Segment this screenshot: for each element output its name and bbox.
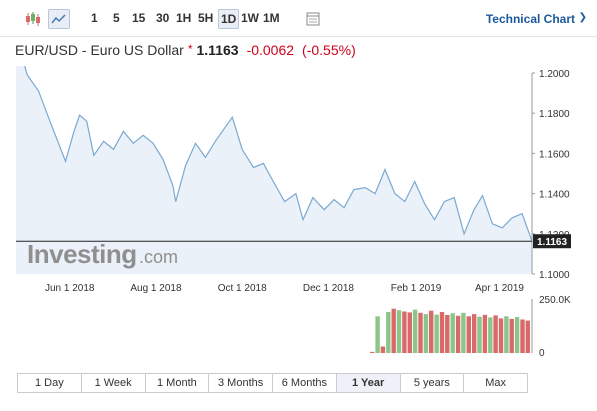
volume-bar (391, 308, 396, 353)
x-tick-label: Dec 1 2018 (303, 283, 355, 294)
volume-bar (461, 312, 466, 353)
candlestick-icon[interactable] (22, 9, 44, 29)
last-price-tag (533, 234, 571, 249)
area-chart-icon[interactable] (48, 9, 70, 29)
timeframe-1d[interactable]: 1D (218, 9, 240, 29)
range-1-week[interactable]: 1 Week (82, 374, 146, 392)
volume-bar (423, 314, 429, 353)
price-change: -0.0062 (246, 42, 295, 58)
volume-bar (472, 314, 477, 353)
x-tick-label: Aug 1 2018 (130, 283, 182, 294)
instrument-name: EUR/USD - Euro US Dollar (15, 42, 184, 58)
volume-bar (514, 317, 520, 353)
volume-bar (498, 318, 504, 353)
price-change-percent: (-0.55%) (302, 42, 356, 58)
volume-bar (407, 312, 412, 353)
x-tick-label: Jun 1 2018 (45, 283, 95, 294)
timeframe-1[interactable]: 1 (91, 11, 98, 25)
range-max[interactable]: Max (485, 377, 507, 389)
volume-bar (482, 314, 488, 353)
y-tick-label: 1.1400 (539, 190, 570, 201)
volume-bar (509, 318, 514, 353)
volume-bar (380, 346, 386, 353)
price-chart: Investing .com 1.2000 1.1800 1.1600 1.1400 1… (16, 66, 571, 359)
volume-bar (434, 314, 439, 353)
volume-bar (429, 310, 434, 353)
volume-bar (520, 319, 525, 353)
volume-bar (386, 312, 391, 353)
y-tick-label: 1.1800 (539, 109, 570, 120)
volume-bar (418, 312, 423, 353)
volume-zero-label: 0 (539, 348, 545, 359)
range-5-years[interactable]: 5 years (401, 374, 465, 392)
volume-bar (493, 315, 498, 353)
range-1-year[interactable]: 1 Year (336, 374, 401, 392)
x-tick-label: Oct 1 2018 (218, 283, 267, 294)
x-tick-label: Apr 1 2019 (475, 283, 524, 294)
investing-watermark: Investing .com (27, 239, 178, 269)
chart-toolbar: 1 5 15 30 1H 5H 1D 1W 1M Technical Chart… (0, 0, 597, 37)
watermark-suffix: .com (139, 247, 178, 267)
range-selector: 1 Day 1 Week 1 Month 3 Months 6 Months 1… (17, 373, 528, 393)
y-tick-label: 1.1600 (539, 149, 570, 160)
delayed-marker: * (187, 42, 193, 56)
volume-bar (455, 315, 461, 353)
volume-bar (488, 317, 493, 353)
timeframe-1m[interactable]: 1M (263, 11, 280, 25)
timeframe-30[interactable]: 30 (156, 11, 170, 25)
volume-max-label: 250.0K (539, 295, 571, 306)
volume-bar (402, 311, 407, 353)
price-line (24, 66, 533, 242)
volume-bar (445, 315, 450, 353)
x-tick-label: Feb 1 2019 (391, 283, 442, 294)
volume-bar (375, 316, 380, 353)
volume-bar (466, 316, 471, 353)
volume-bar (477, 316, 482, 353)
volume-bar (439, 312, 445, 353)
chevron-right-icon[interactable]: ❯ (578, 12, 587, 23)
watermark-brand: Investing (27, 239, 137, 269)
last-price: 1.1163 (196, 42, 239, 58)
volume-bar (396, 310, 402, 353)
timeframe-5h[interactable]: 5H (198, 11, 214, 25)
timeframe-1h[interactable]: 1H (176, 11, 192, 25)
table-icon[interactable] (302, 9, 324, 29)
technical-chart-link[interactable]: Technical Chart (485, 12, 575, 26)
volume-bar (450, 313, 455, 353)
price-area (16, 66, 532, 274)
volume-bar (370, 351, 375, 353)
timeframe-5[interactable]: 5 (113, 11, 120, 25)
y-tick-label: 1.2000 (539, 69, 570, 80)
volume-bar (525, 320, 530, 353)
y-tick-label: 1.1000 (539, 270, 570, 281)
timeframe-1w[interactable]: 1W (241, 11, 259, 25)
quote-header: EUR/USD - Euro US Dollar * 1.1163 -0.0062 (-… (15, 42, 356, 58)
volume-bar (412, 309, 418, 353)
last-price-tag-label: 1.1163 (537, 237, 567, 248)
volume-bar (504, 316, 509, 353)
range-3-months[interactable]: 3 Months (209, 374, 273, 392)
range-1-month[interactable]: 1 Month (146, 374, 210, 392)
timeframe-15[interactable]: 15 (132, 11, 146, 25)
range-1-day[interactable]: 1 Day (18, 374, 82, 392)
range-6-months[interactable]: 6 Months (273, 374, 337, 392)
